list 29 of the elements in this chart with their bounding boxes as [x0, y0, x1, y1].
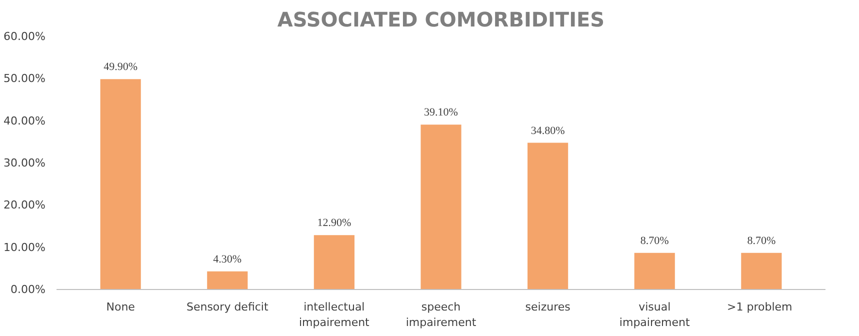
- y-tick-label: 0.00%: [10, 283, 46, 296]
- x-tick-label: visual impairement: [619, 300, 690, 330]
- data-label: 4.30%: [213, 253, 242, 266]
- bar: [100, 79, 141, 290]
- y-tick-label: 10.00%: [4, 240, 46, 254]
- y-tick-label: 30.00%: [4, 156, 46, 170]
- data-label: 8.70%: [640, 234, 669, 247]
- bar: [314, 235, 354, 290]
- data-label: 34.80%: [530, 124, 565, 137]
- y-tick-label: 40.00%: [4, 114, 46, 128]
- data-label: 39.10%: [424, 106, 458, 119]
- x-tick-label: intellectual impairement: [299, 300, 370, 330]
- x-tick-label: seizures: [525, 300, 571, 314]
- y-tick-label: 50.00%: [4, 72, 46, 86]
- x-tick-label: Sensory deficit: [186, 300, 269, 314]
- bar: [528, 142, 568, 290]
- data-label: 8.70%: [747, 234, 776, 247]
- x-tick-label: >1 problem: [727, 300, 792, 314]
- y-tick-label: 60.00%: [4, 30, 46, 43]
- x-tick-label: None: [106, 300, 136, 314]
- data-label: 49.90%: [104, 61, 138, 74]
- y-tick-label: 20.00%: [4, 198, 46, 212]
- bar: [634, 252, 675, 290]
- bar: [420, 124, 462, 290]
- x-tick-label: speech impairement: [406, 300, 477, 330]
- data-label: 12.90%: [317, 217, 352, 230]
- bar: [207, 271, 248, 290]
- chart-title: ASSOCIATED COMORBIDITIES: [277, 8, 605, 32]
- bar: [741, 252, 782, 290]
